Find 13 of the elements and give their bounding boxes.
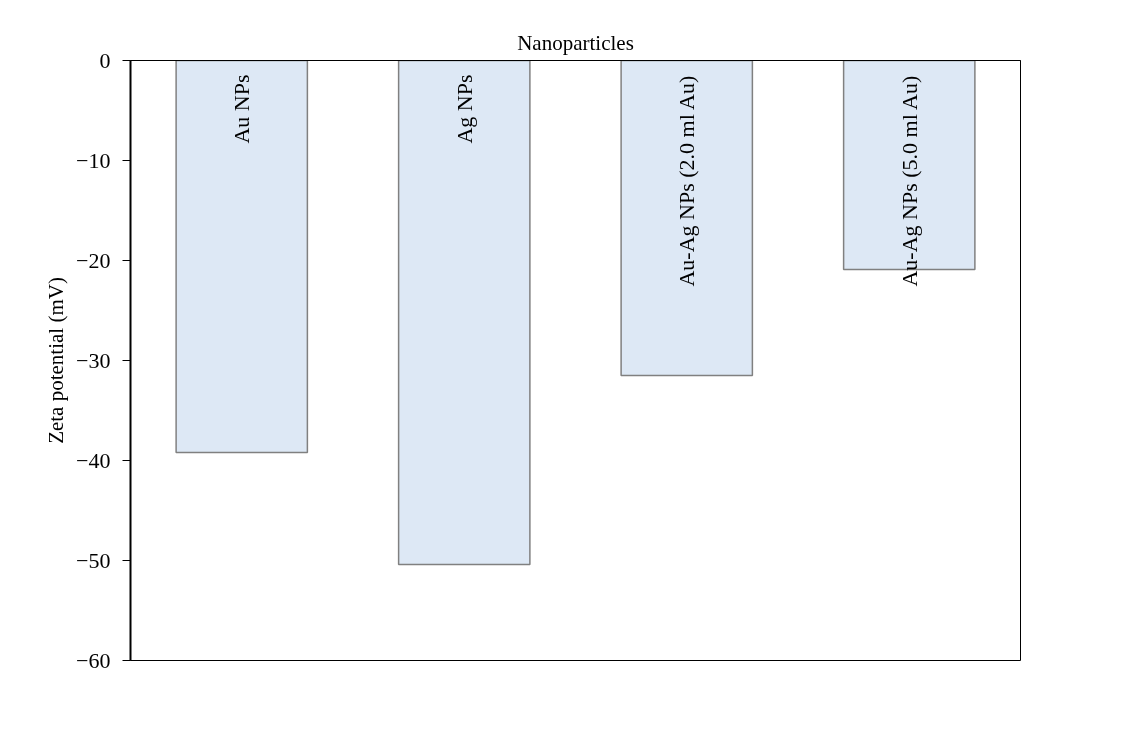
y-tick-label: −30 [76,347,111,373]
x-tick-label: Au-Ag NPs (5.0 ml Au) [896,75,922,287]
x-tick-label: Au NPs [229,74,255,144]
y-tick-label: 0 [99,47,111,73]
y-tick-label: −40 [76,447,111,473]
y-tick-label: −10 [76,147,111,173]
x-tick-label: Au-Ag NPs (2.0 ml Au) [674,75,700,287]
y-tick-label: −60 [76,647,111,673]
y-tick-label: −50 [76,547,111,573]
y-axis-title: Zeta potential (mV) [44,277,69,444]
y-tick-label: −20 [76,247,111,273]
x-axis-title: Nanoparticles [517,30,634,55]
x-tick-label: Ag NPs [451,74,477,144]
